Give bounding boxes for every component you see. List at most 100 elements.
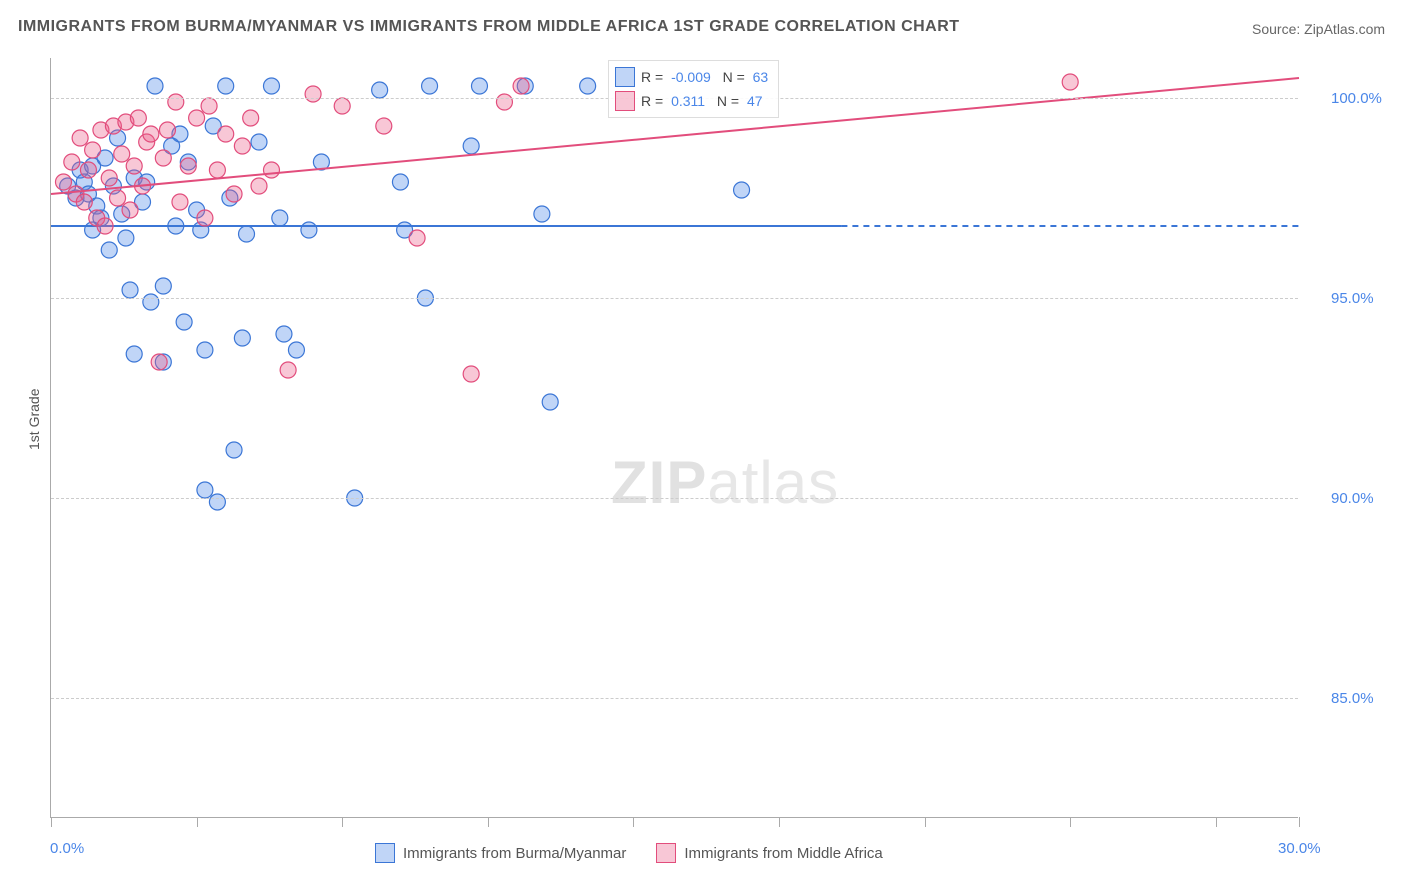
data-point bbox=[85, 142, 101, 158]
data-point bbox=[272, 210, 288, 226]
data-point bbox=[122, 282, 138, 298]
data-point bbox=[409, 230, 425, 246]
x-start-label: 0.0% bbox=[50, 840, 84, 857]
x-tick bbox=[1216, 817, 1217, 827]
legend-label: Immigrants from Burma/Myanmar bbox=[403, 845, 626, 862]
legend-swatch bbox=[656, 843, 676, 863]
data-point bbox=[130, 110, 146, 126]
data-point bbox=[534, 206, 550, 222]
series-swatch bbox=[615, 91, 635, 111]
data-point bbox=[463, 138, 479, 154]
data-point bbox=[280, 362, 296, 378]
y-tick-label: 90.0% bbox=[1331, 490, 1374, 507]
x-tick bbox=[51, 817, 52, 827]
data-point bbox=[159, 122, 175, 138]
data-point bbox=[126, 346, 142, 362]
data-point bbox=[251, 178, 267, 194]
data-point bbox=[422, 78, 438, 94]
data-point bbox=[209, 494, 225, 510]
gridline bbox=[51, 498, 1298, 499]
x-tick bbox=[488, 817, 489, 827]
data-point bbox=[118, 230, 134, 246]
data-point bbox=[151, 354, 167, 370]
data-point bbox=[301, 222, 317, 238]
x-tick bbox=[633, 817, 634, 827]
data-point bbox=[251, 134, 267, 150]
data-point bbox=[513, 78, 529, 94]
legend-swatch bbox=[375, 843, 395, 863]
data-point bbox=[243, 110, 259, 126]
data-point bbox=[218, 78, 234, 94]
data-point bbox=[372, 82, 388, 98]
stats-text: R = -0.009 N = 63 bbox=[641, 69, 772, 85]
y-tick-label: 95.0% bbox=[1331, 290, 1374, 307]
data-point bbox=[110, 190, 126, 206]
data-point bbox=[226, 442, 242, 458]
x-end-label: 30.0% bbox=[1278, 840, 1321, 857]
x-tick bbox=[1299, 817, 1300, 827]
data-point bbox=[197, 210, 213, 226]
y-tick-label: 100.0% bbox=[1331, 90, 1382, 107]
data-point bbox=[496, 94, 512, 110]
data-point bbox=[143, 294, 159, 310]
x-tick bbox=[779, 817, 780, 827]
data-point bbox=[276, 326, 292, 342]
x-tick bbox=[1070, 817, 1071, 827]
x-tick bbox=[197, 817, 198, 827]
plot-svg bbox=[51, 58, 1298, 817]
stats-row: R = -0.009 N = 63 bbox=[615, 65, 772, 89]
data-point bbox=[64, 154, 80, 170]
plot-area: ZIPatlas 85.0%90.0%95.0%100.0% bbox=[50, 58, 1298, 818]
data-point bbox=[288, 342, 304, 358]
legend-item: Immigrants from Burma/Myanmar bbox=[375, 843, 626, 863]
data-point bbox=[155, 278, 171, 294]
data-point bbox=[226, 186, 242, 202]
data-point bbox=[168, 94, 184, 110]
gridline bbox=[51, 298, 1298, 299]
data-point bbox=[147, 78, 163, 94]
data-point bbox=[80, 162, 96, 178]
data-point bbox=[197, 342, 213, 358]
bottom-legend: Immigrants from Burma/Myanmar Immigrants … bbox=[375, 843, 883, 863]
data-point bbox=[101, 242, 117, 258]
data-point bbox=[209, 162, 225, 178]
data-point bbox=[218, 126, 234, 142]
x-tick bbox=[342, 817, 343, 827]
data-point bbox=[155, 150, 171, 166]
data-point bbox=[197, 482, 213, 498]
data-point bbox=[72, 130, 88, 146]
legend-item: Immigrants from Middle Africa bbox=[656, 843, 882, 863]
data-point bbox=[471, 78, 487, 94]
data-point bbox=[580, 78, 596, 94]
gridline bbox=[51, 698, 1298, 699]
y-tick-label: 85.0% bbox=[1331, 690, 1374, 707]
data-point bbox=[122, 202, 138, 218]
data-point bbox=[542, 394, 558, 410]
stats-legend-box: R = -0.009 N = 63 R = 0.311 N = 47 bbox=[608, 60, 779, 118]
series-swatch bbox=[615, 67, 635, 87]
chart-title: IMMIGRANTS FROM BURMA/MYANMAR VS IMMIGRA… bbox=[18, 18, 960, 36]
data-point bbox=[1062, 74, 1078, 90]
data-point bbox=[234, 330, 250, 346]
data-point bbox=[176, 314, 192, 330]
data-point bbox=[189, 110, 205, 126]
data-point bbox=[305, 86, 321, 102]
y-axis-title: 1st Grade bbox=[26, 389, 42, 450]
data-point bbox=[97, 218, 113, 234]
data-point bbox=[376, 118, 392, 134]
data-point bbox=[234, 138, 250, 154]
data-point bbox=[143, 126, 159, 142]
data-point bbox=[126, 158, 142, 174]
data-point bbox=[263, 162, 279, 178]
data-point bbox=[180, 158, 196, 174]
data-point bbox=[334, 98, 350, 114]
stats-text: R = 0.311 N = 47 bbox=[641, 93, 767, 109]
legend-label: Immigrants from Middle Africa bbox=[684, 845, 882, 862]
data-point bbox=[463, 366, 479, 382]
data-point bbox=[734, 182, 750, 198]
data-point bbox=[101, 170, 117, 186]
data-point bbox=[239, 226, 255, 242]
source-label: Source: ZipAtlas.com bbox=[1252, 21, 1385, 37]
data-point bbox=[55, 174, 71, 190]
chart-root: IMMIGRANTS FROM BURMA/MYANMAR VS IMMIGRA… bbox=[0, 0, 1406, 892]
